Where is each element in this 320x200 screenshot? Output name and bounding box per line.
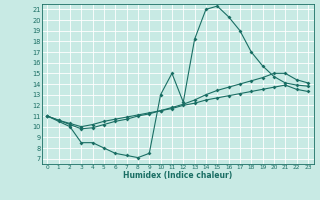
X-axis label: Humidex (Indice chaleur): Humidex (Indice chaleur) — [123, 171, 232, 180]
